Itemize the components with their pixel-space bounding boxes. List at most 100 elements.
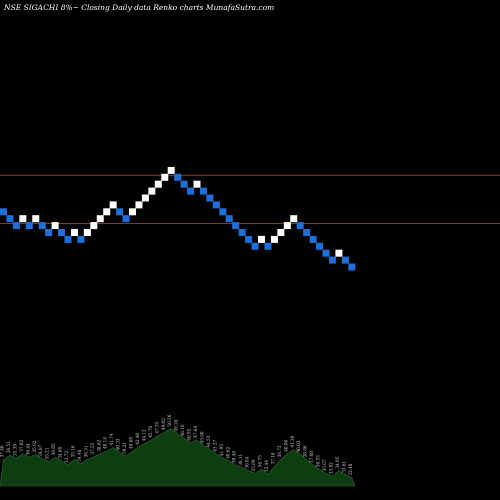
volume-label: 46.92: [187, 428, 192, 440]
down-brick: [238, 229, 246, 236]
volume-label: 37.46: [0, 445, 5, 457]
down-brick: [348, 263, 356, 271]
volume-label: 39.40: [232, 451, 237, 463]
volume-label: 41.95: [219, 444, 224, 456]
volume-label: 34.95: [335, 456, 340, 468]
down-brick: [309, 235, 317, 243]
up-brick: [161, 173, 169, 181]
volume-label: 33.82: [328, 462, 333, 474]
volume-label: 42.40: [135, 432, 140, 444]
up-brick: [154, 180, 162, 188]
up-brick: [90, 222, 98, 230]
down-brick: [58, 229, 66, 236]
volume-label: 35.92: [32, 440, 37, 452]
volume-label: 38.11: [238, 453, 243, 465]
down-brick: [219, 208, 227, 216]
volume-label: 36.75: [258, 455, 263, 467]
volume-label: 50.56: [167, 414, 172, 426]
volume-area: [0, 428, 356, 487]
volume-label: 45.70: [148, 425, 153, 437]
volume-label: 34.40: [77, 449, 82, 461]
up-brick: [335, 249, 343, 257]
chart-title: NSE SIGACHI 8%~ Closing Daily data Renko…: [3, 3, 274, 12]
down-brick: [264, 242, 272, 250]
up-brick: [135, 201, 143, 209]
volume-label: 47.64: [193, 425, 198, 437]
up-brick: [32, 215, 40, 223]
down-brick: [122, 215, 130, 223]
volume-label: 37.60: [309, 451, 314, 463]
up-brick: [129, 208, 136, 216]
down-brick: [6, 215, 14, 223]
down-brick: [0, 208, 7, 216]
volume-label: 40.62: [225, 446, 230, 458]
volume-label: 47.35: [154, 421, 159, 433]
volume-label: 43.27: [212, 439, 217, 451]
up-brick: [148, 187, 156, 195]
volume-label: 38.86: [303, 445, 308, 457]
volume-label: 49.02: [161, 418, 166, 430]
volume-label: 37.18: [270, 452, 275, 464]
volume-label: 39.21: [122, 442, 127, 454]
down-brick: [328, 256, 336, 264]
volume-label: 48.10: [180, 424, 185, 436]
down-brick: [212, 201, 220, 209]
up-brick: [19, 215, 27, 223]
down-brick: [251, 242, 259, 250]
down-brick: [12, 222, 20, 230]
down-brick: [174, 173, 182, 181]
volume-label: 44.12: [141, 429, 146, 441]
volume-label: 35.16: [70, 445, 75, 457]
volume-label: 37.55: [90, 442, 95, 454]
down-brick: [64, 235, 72, 243]
volume-label: 41.74: [109, 433, 114, 445]
down-brick: [206, 194, 214, 202]
volume-label: 35.21: [45, 447, 50, 459]
down-brick: [199, 187, 207, 195]
volume-label: 40.06: [283, 439, 288, 451]
up-brick: [258, 235, 265, 243]
up-brick: [51, 222, 59, 230]
level-lines: [0, 174, 500, 224]
volume-label: 35.69: [251, 459, 256, 471]
volume-label: 36.51: [6, 441, 11, 453]
volume-label: 32.48: [348, 463, 353, 475]
down-brick: [225, 215, 233, 223]
volume-label: 35.39: [12, 444, 17, 456]
up-brick: [70, 229, 78, 236]
volume-labels: 37.46 36.51 35.39 37.02 36.44 35.92 34.87 35.21…: [0, 414, 353, 475]
volume-label: 33.72: [64, 451, 69, 463]
down-brick: [303, 229, 311, 236]
volume-series: [0, 428, 356, 487]
volume-label: 37.02: [19, 439, 24, 451]
up-brick: [277, 229, 285, 236]
up-brick: [83, 229, 91, 236]
volume-label: 36.84: [245, 456, 250, 468]
volume-label: 40.33: [116, 438, 121, 450]
down-brick: [341, 256, 349, 264]
down-brick: [322, 249, 330, 257]
up-brick: [290, 215, 298, 223]
down-brick: [38, 222, 46, 230]
volume-label: 41.39: [290, 435, 295, 447]
up-brick: [96, 215, 104, 223]
volume-label: 49.28: [174, 419, 179, 431]
volume-label: 40.18: [103, 437, 108, 449]
down-brick: [316, 242, 324, 250]
volume-label: 40.02: [296, 440, 301, 452]
up-brick: [283, 222, 291, 230]
down-brick: [180, 180, 188, 188]
up-brick: [109, 201, 117, 209]
down-brick: [25, 222, 33, 230]
volume-label: 38.73: [277, 445, 282, 457]
volume-label: 34.68: [58, 446, 63, 458]
volume-label: 36.05: [51, 443, 56, 455]
down-brick: [245, 235, 253, 243]
renko-bricks: [0, 166, 356, 271]
volume-label: 34.87: [38, 444, 43, 456]
volume-label: 35.44: [264, 460, 269, 472]
down-brick: [116, 208, 124, 216]
